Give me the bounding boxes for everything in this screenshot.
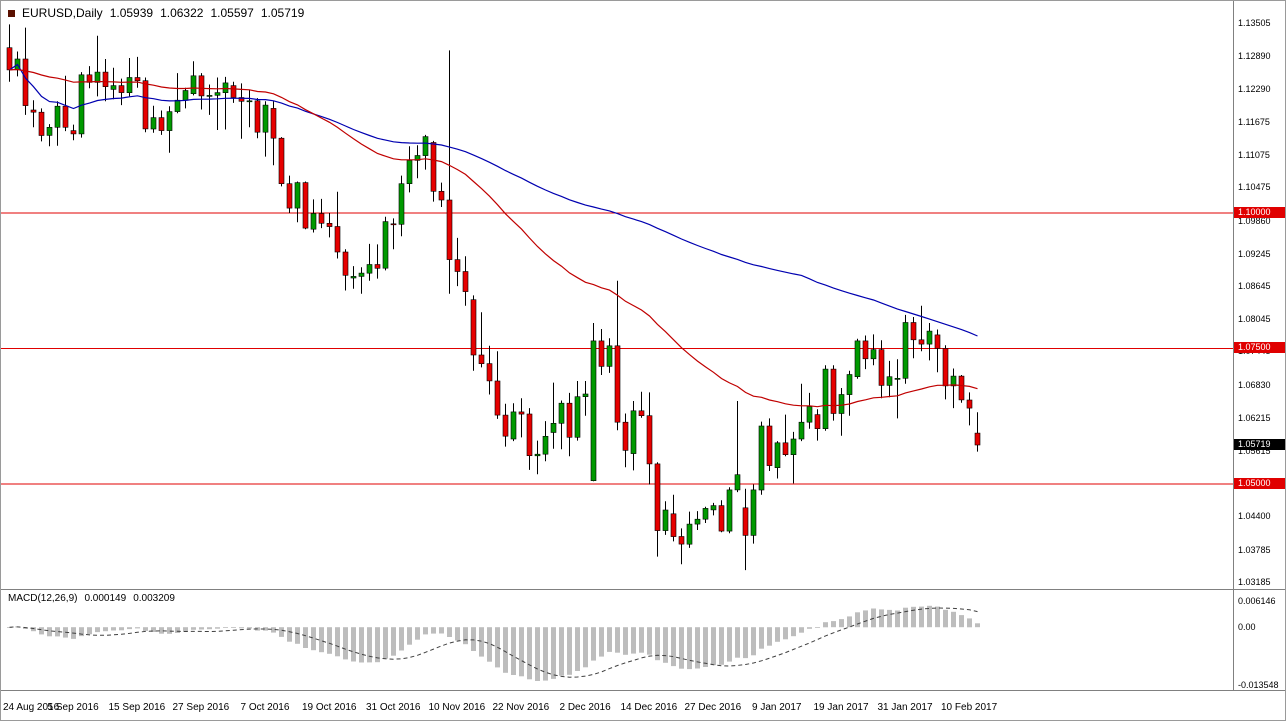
candles-layer: [6, 24, 981, 571]
time-axis-label: 5 Sep 2016: [47, 702, 99, 713]
price-axis-label: 1.09860: [1238, 215, 1271, 226]
price-axis-label: 1.03185: [1238, 577, 1271, 588]
price-axis-label: 1.08045: [1238, 313, 1271, 324]
level-price-tag: 1.10000: [1234, 206, 1285, 218]
time-axis-label: 22 Nov 2016: [492, 702, 550, 713]
time-axis-label: 24 Aug 2016: [3, 702, 60, 713]
time-axis-label: 31 Jan 2017: [877, 702, 933, 713]
price-axis-label: 1.10475: [1238, 182, 1271, 193]
pane-divider[interactable]: [1, 589, 1285, 590]
price-axis-label: 1.04400: [1238, 511, 1271, 522]
time-axis-label: 19 Jan 2017: [813, 702, 869, 713]
macd-signal-value: 0.003209: [133, 593, 175, 604]
low-value: 1.05597: [210, 6, 254, 20]
open-value: 1.05939: [109, 6, 154, 20]
ohlc-header: EURUSD,Daily 1.05939 1.06322 1.05597 1.0…: [8, 6, 311, 20]
high-value: 1.06322: [160, 6, 204, 20]
price-axis-label: 1.09245: [1238, 248, 1271, 259]
ma-50-line: [9, 68, 978, 408]
time-axis-label: 10 Feb 2017: [941, 702, 998, 713]
symbol-timeframe-label: EURUSD,Daily: [22, 6, 103, 20]
price-axis-label: 1.05615: [1238, 445, 1271, 456]
price-axis-label: 1.06215: [1238, 413, 1271, 424]
time-axis-label: 27 Dec 2016: [684, 702, 742, 713]
price-axis-label: 1.03785: [1238, 544, 1271, 555]
price-axis[interactable]: 1.13505 1.12890 1.12290 1.11675 1.11075 1.104…: [1234, 1, 1285, 690]
macd-label: MACD(12,26,9): [8, 593, 78, 604]
macd-axis-label: -0.013548: [1238, 680, 1279, 690]
macd-axis-label: 0.00: [1238, 622, 1256, 633]
price-chart-canvas[interactable]: [1, 1, 1233, 589]
price-axis-label: 1.11675: [1238, 117, 1270, 128]
time-axis-label: 7 Oct 2016: [240, 702, 290, 713]
price-axis-label: 1.08645: [1238, 281, 1271, 292]
price-axis-label: 1.06830: [1238, 379, 1271, 390]
time-axis-label: 10 Nov 2016: [428, 702, 486, 713]
symbol-marker-icon: [8, 9, 15, 17]
time-axis-label: 14 Dec 2016: [620, 702, 678, 713]
price-axis-label: 1.13505: [1238, 18, 1271, 28]
level-price-tag: 1.05000: [1234, 477, 1285, 489]
macd-header: MACD(12,26,9) 0.000149 0.003209: [8, 593, 182, 604]
time-axis-label: 15 Sep 2016: [108, 702, 166, 713]
time-axis-label: 2 Dec 2016: [559, 702, 611, 713]
close-value: 1.05719: [260, 6, 305, 20]
ma-100-line: [9, 63, 978, 337]
bid-price-tag: 1.05719: [1234, 438, 1285, 450]
macd-main-value: 0.000149: [84, 593, 127, 604]
time-axis-label: 27 Sep 2016: [172, 702, 230, 713]
price-axis-label: 1.12290: [1238, 83, 1271, 94]
price-axis-divider: [1233, 1, 1234, 690]
macd-signal-line: [9, 607, 978, 678]
macd-histogram: [7, 605, 980, 681]
time-axis[interactable]: 24 Aug 2016 5 Sep 2016 15 Sep 2016 27 Sep 2…: [1, 691, 1233, 720]
macd-indicator-canvas[interactable]: [1, 590, 1233, 690]
time-axis-label: 31 Oct 2016: [366, 702, 421, 713]
time-axis-label: 19 Oct 2016: [302, 702, 357, 713]
price-axis-label: 1.12890: [1238, 51, 1271, 62]
time-axis-divider: [1, 690, 1285, 691]
macd-axis-label: 0.006146: [1238, 596, 1276, 607]
level-price-tag: 1.07500: [1234, 342, 1285, 354]
time-axis-label: 9 Jan 2017: [752, 702, 802, 713]
price-axis-label: 1.11075: [1238, 149, 1270, 160]
